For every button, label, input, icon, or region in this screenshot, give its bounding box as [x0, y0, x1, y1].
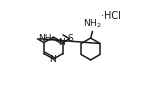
Text: N: N: [58, 38, 65, 47]
Text: NH$_2$: NH$_2$: [83, 18, 102, 30]
Text: N: N: [49, 55, 56, 64]
Text: S: S: [67, 34, 73, 43]
Text: NH: NH: [38, 34, 51, 43]
Text: ·HCl: ·HCl: [101, 11, 121, 21]
